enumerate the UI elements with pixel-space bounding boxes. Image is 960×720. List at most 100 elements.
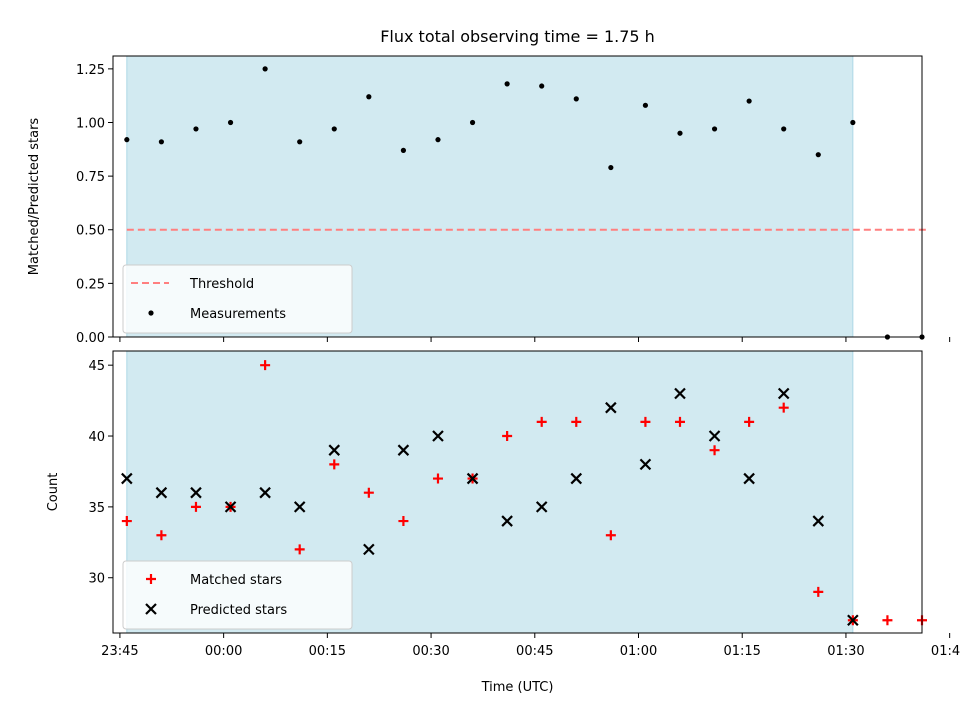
top-y-axis-label: Matched/Predicted stars [27,118,42,276]
top-ytick-label: 1.00 [76,116,105,131]
top-series0-point-3 [227,119,234,126]
bottom-series1-point-2 [190,486,202,499]
bottom-legend-label-1: Predicted stars [190,603,287,618]
top-series0-point-21 [850,119,856,126]
x-tick-label: 00:30 [412,644,449,659]
bottom-series1-point-4 [259,486,271,499]
top-ytick-label: 0.00 [76,331,105,346]
bottom-series1-point-0 [121,472,133,485]
top-series0-point-11 [504,81,510,87]
top-series0-point-19 [781,126,787,132]
bottom-series1-point-12 [535,501,548,513]
bottom-series0-point-18 [744,416,755,427]
top-series0-point-8 [400,147,407,153]
x-tick-label: 01:00 [620,644,657,659]
bottom-series0-point-11 [502,431,513,442]
bottom-series0-point-14 [605,530,616,541]
top-legend: Threshold Measurements [122,264,353,334]
top-ytick-label: 0.25 [76,277,105,292]
bottom-series1-point-8 [397,444,410,456]
bottom-y-axis-label: Count [46,473,61,512]
bottom-series1-point-20 [812,515,825,527]
top-series0-point-13 [573,96,579,102]
bottom-legend-swatch-0 [146,574,156,584]
bottom-panel-count-plot: 30 35 40 45 23:45 00:00 00:15 00:30 00:45 01:00 01… [88,350,960,659]
top-series0-point-16 [677,130,683,136]
bottom-ytick-label: 45 [88,359,105,374]
x-tick-label: 00:15 [309,644,346,659]
bottom-series1-point-9 [432,430,444,442]
x-tick-label: 01:45 [931,644,960,659]
top-ytick-label: 0.75 [76,170,105,185]
top-series0-point-15 [642,102,649,108]
bottom-series1-point-5 [293,501,306,513]
bottom-series0-point-17 [709,445,720,456]
bottom-legend-swatch-1 [145,603,157,615]
bottom-ytick-label: 30 [88,572,105,587]
bottom-series0-point-1 [156,530,167,541]
bottom-series1-point-19 [777,387,790,400]
bottom-series1-point-3 [224,501,237,513]
top-panel-ratio-plot: 0.00 0.25 0.50 0.75 1.00 1.25 Threshold Measure… [76,55,951,346]
bottom-series1-point-13 [570,472,583,485]
bottom-series0-point-2 [190,501,201,512]
x-tick-label: 00:00 [205,644,242,659]
bottom-ytick-label: 35 [88,501,105,516]
top-series0-point-4 [262,66,268,72]
x-tick-label: 01:15 [723,644,760,659]
bottom-ytick-label: 40 [88,430,105,445]
bottom-series0-point-4 [260,360,271,371]
bottom-series0-point-22 [882,615,893,626]
bottom-series1-point-14 [605,401,617,414]
top-series0-point-14 [608,164,614,171]
bottom-series0-point-15 [640,416,651,427]
top-ytick-label: 0.50 [76,224,105,239]
top-ytick-label: 1.25 [76,63,105,78]
bottom-series0-point-20 [813,586,824,597]
bottom-series0-point-6 [329,459,340,470]
bottom-series1-point-6 [328,444,341,456]
bottom-series1-point-16 [674,387,686,400]
bottom-axes-frame [112,350,923,634]
top-series0-point-12 [539,83,545,89]
bottom-series0-point-0 [121,516,132,527]
bottom-series1-point-7 [363,543,375,556]
top-series0-point-9 [435,137,441,143]
top-series0-point-20 [815,152,821,158]
top-series0-point-18 [746,98,752,104]
top-legend-swatch-1 [148,310,154,316]
bottom-series0-point-5 [294,544,305,555]
bottom-series1-point-15 [639,458,652,471]
bottom-legend-label-0: Matched stars [190,573,282,588]
bottom-series0-point-7 [363,487,374,498]
x-tick-label: 23:45 [101,644,138,659]
top-series0-point-5 [297,139,303,145]
top-series0-point-0 [124,137,130,143]
bottom-series1-point-11 [501,515,513,527]
top-legend-label-0: Threshold [189,277,254,292]
bottom-series0-point-16 [674,416,685,427]
x-tick-label: 01:30 [827,644,864,659]
x-axis-label: Time (UTC) [481,680,554,695]
top-series0-point-10 [469,119,476,126]
bottom-legend: Matched stars Predicted stars [122,560,353,630]
bottom-series0-point-8 [398,516,409,527]
bottom-series1-point-17 [708,430,721,442]
top-series0-point-6 [331,126,337,132]
bottom-series1-point-10 [466,472,479,485]
bottom-series1-point-21 [847,614,859,627]
top-series0-point-17 [711,126,718,132]
top-axes-frame [112,55,923,338]
top-series0-point-2 [193,126,199,132]
top-legend-label-1: Measurements [190,307,286,322]
bottom-legend-box [122,560,353,630]
bottom-series0-point-12 [536,416,547,427]
top-series0-point-1 [158,139,165,145]
bottom-series0-point-13 [571,416,582,427]
top-legend-box [122,264,353,334]
bottom-series1-point-1 [155,486,168,499]
chart-title: Flux total observing time = 1.75 h [380,27,655,46]
x-tick-label: 00:45 [516,644,553,659]
bottom-series1-point-18 [743,472,755,485]
